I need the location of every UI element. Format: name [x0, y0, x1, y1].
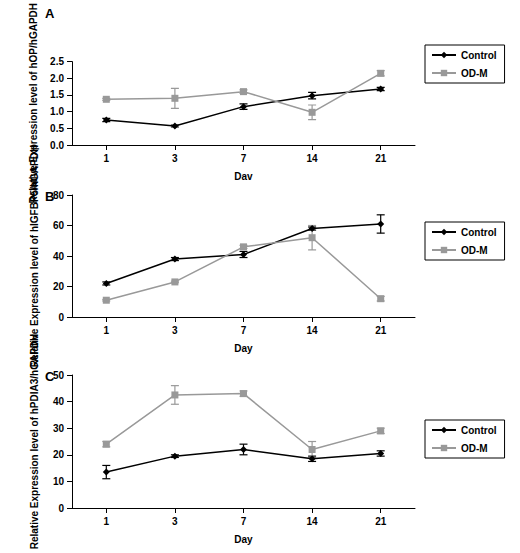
svg-text:21: 21 [375, 325, 387, 336]
svg-text:1: 1 [104, 153, 110, 164]
svg-text:2.5: 2.5 [50, 56, 64, 67]
svg-text:Dav: Dav [234, 171, 253, 182]
svg-text:2.0: 2.0 [50, 73, 64, 84]
svg-text:A: A [45, 6, 55, 21]
svg-text:14: 14 [307, 325, 319, 336]
svg-text:OD-M: OD-M [461, 68, 488, 79]
svg-text:OD-M: OD-M [461, 245, 488, 256]
svg-text:1.0: 1.0 [50, 106, 64, 117]
svg-text:20: 20 [53, 281, 65, 292]
svg-text:Day: Day [234, 534, 253, 545]
svg-text:1: 1 [104, 516, 110, 527]
svg-text:30: 30 [53, 423, 65, 434]
svg-text:60: 60 [53, 220, 65, 231]
svg-text:80: 80 [53, 190, 65, 201]
svg-text:Control: Control [461, 425, 497, 436]
svg-text:14: 14 [307, 153, 319, 164]
svg-text:OD-M: OD-M [461, 443, 488, 454]
svg-text:0.5: 0.5 [50, 123, 64, 134]
svg-text:1: 1 [104, 325, 110, 336]
svg-text:1.5: 1.5 [50, 89, 64, 100]
svg-text:Control: Control [461, 50, 497, 61]
svg-text:7: 7 [241, 325, 247, 336]
svg-text:14: 14 [307, 516, 319, 527]
svg-text:0: 0 [58, 312, 64, 323]
svg-text:40: 40 [53, 251, 65, 262]
svg-text:21: 21 [375, 153, 387, 164]
svg-text:Relative Expression level of h: Relative Expression level of hOP/hGAPDH [27, 3, 39, 204]
svg-text:C: C [45, 369, 55, 384]
svg-text:3: 3 [172, 325, 178, 336]
svg-text:3: 3 [172, 516, 178, 527]
svg-text:0.0: 0.0 [50, 140, 64, 151]
svg-text:7: 7 [241, 153, 247, 164]
svg-text:0: 0 [58, 503, 64, 514]
svg-text:40: 40 [53, 396, 65, 407]
svg-text:50: 50 [53, 370, 65, 381]
svg-text:3: 3 [172, 153, 178, 164]
svg-text:Relative Expression level of h: Relative Expression level of hPDIA3/hGAP… [29, 334, 40, 550]
svg-text:Relative Expression level of h: Relative Expression level of hIGFBP5/hGA… [28, 144, 40, 368]
svg-text:21: 21 [375, 516, 387, 527]
svg-text:B: B [45, 189, 54, 204]
svg-text:7: 7 [241, 516, 247, 527]
svg-text:Control: Control [461, 227, 497, 238]
svg-text:10: 10 [53, 476, 65, 487]
svg-text:20: 20 [53, 449, 65, 460]
svg-text:Day: Day [234, 343, 253, 354]
